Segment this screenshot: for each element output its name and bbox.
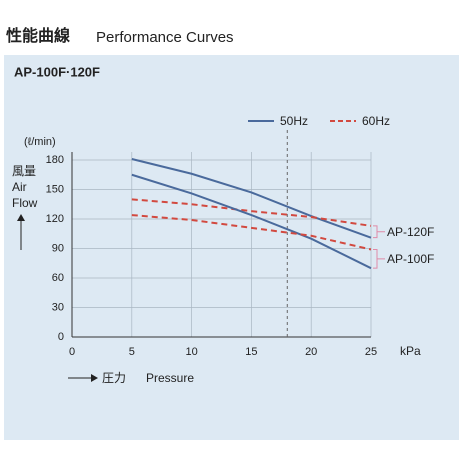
x-label: 圧力: [102, 371, 126, 385]
x-tick-label: 10: [185, 346, 197, 358]
series-line: [131, 158, 372, 239]
curve-label: AP-100F: [387, 252, 434, 266]
y-arrow-head: [17, 214, 25, 221]
chart-title: 性能曲線: [6, 26, 70, 45]
chart-title-en: Performance Curves: [96, 29, 234, 46]
chart-subtitle: AP-100F·120F: [14, 64, 100, 79]
y-label: Air: [12, 180, 27, 194]
legend-label: 60Hz: [362, 114, 390, 128]
x-label-en: Pressure: [146, 371, 194, 385]
x-arrow-head: [91, 374, 98, 382]
y-unit: (ℓ/min): [24, 136, 56, 148]
panel: [4, 55, 459, 440]
series-line: [131, 173, 372, 270]
y-tick-label: 90: [52, 242, 64, 254]
x-tick-label: 5: [129, 346, 135, 358]
label-bracket: [373, 225, 385, 239]
series-line: [131, 198, 372, 227]
series-line: [131, 214, 372, 251]
y-tick-label: 30: [52, 301, 64, 313]
legend-label: 50Hz: [280, 114, 308, 128]
label-bracket: [373, 248, 385, 269]
y-tick-label: 150: [46, 183, 64, 195]
x-tick-label: 15: [245, 346, 257, 358]
y-label: Flow: [12, 196, 38, 210]
y-label: 風量: [12, 164, 36, 178]
x-unit: kPa: [400, 344, 421, 358]
x-tick-label: 0: [69, 346, 75, 358]
y-tick-label: 0: [58, 331, 64, 343]
y-tick-label: 120: [46, 213, 64, 225]
x-tick-label: 20: [305, 346, 317, 358]
y-tick-label: 60: [52, 272, 64, 284]
curve-label: AP-120F: [387, 225, 434, 239]
x-tick-label: 25: [365, 346, 377, 358]
y-tick-label: 180: [46, 154, 64, 166]
